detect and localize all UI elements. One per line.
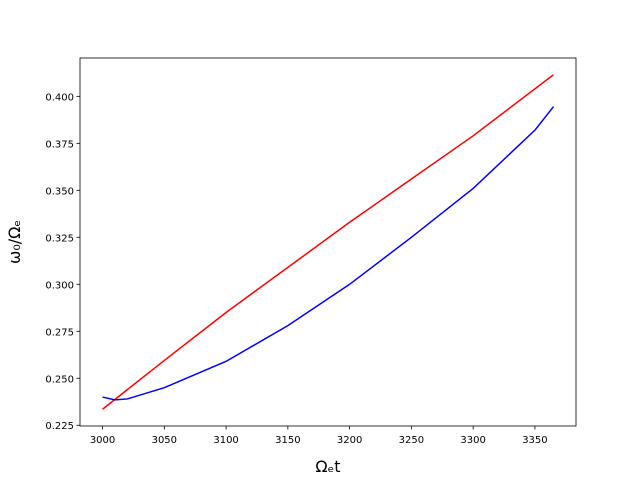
x-tick-label: 3000 — [90, 435, 115, 446]
y-tick-label: 0.325 — [45, 233, 74, 244]
y-tick-label: 0.375 — [45, 139, 74, 150]
x-tick-label: 3100 — [213, 435, 238, 446]
y-tick-label: 0.250 — [45, 374, 74, 385]
line-series — [102, 74, 554, 410]
x-tick-label: 3200 — [337, 435, 362, 446]
x-tick-label: 3350 — [522, 435, 547, 446]
x-tick-label: 3150 — [275, 435, 300, 446]
x-tick-label: 3250 — [399, 435, 424, 446]
line-series — [102, 106, 555, 401]
axes-frame — [79, 57, 577, 427]
x-tick-label: 3050 — [152, 435, 177, 446]
y-tick-label: 0.350 — [45, 186, 74, 197]
y-tick-label: 0.300 — [45, 280, 74, 291]
x-tick-label: 3300 — [460, 435, 485, 446]
y-tick-label: 0.225 — [45, 421, 74, 432]
y-tick-label: 0.275 — [45, 327, 74, 338]
x-axis-label: Ωₑt — [315, 457, 340, 476]
y-axis-label: ω₀/Ωₑ — [5, 220, 24, 264]
y-tick-label: 0.400 — [45, 92, 74, 103]
